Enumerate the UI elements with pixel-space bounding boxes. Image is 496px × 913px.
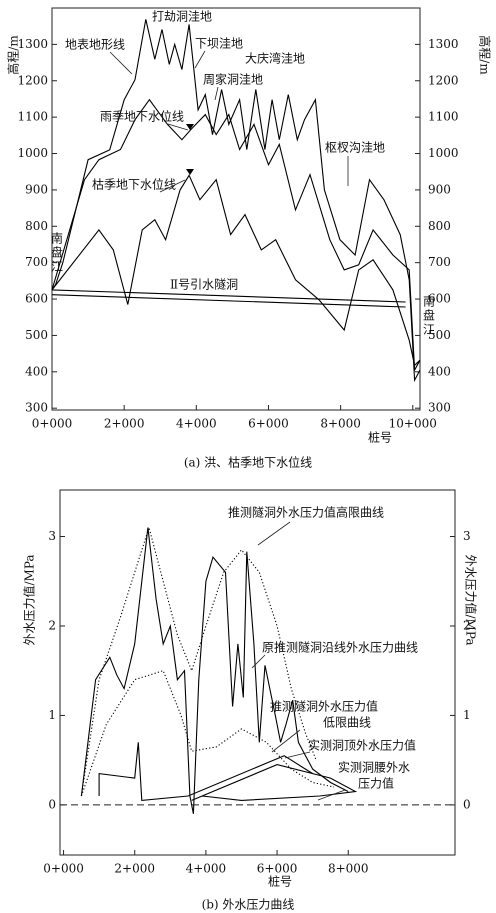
- series-label: 实测洞顶外水压力值: [308, 738, 416, 753]
- x-tick-label: 2+000: [114, 862, 155, 876]
- y-tick-label: 800: [428, 219, 451, 233]
- y-tick-label: 900: [25, 182, 48, 196]
- y-tick-label: 600: [428, 292, 451, 306]
- series-label: 推测隧洞外水压力值: [270, 699, 378, 714]
- series-label: 实测洞腰外水: [338, 760, 410, 775]
- y-tick-label: 300: [428, 401, 451, 415]
- y-tick-label: 700: [428, 255, 451, 269]
- y-tick-label: 900: [428, 182, 451, 196]
- x-tick-label: 8+000: [320, 417, 361, 431]
- x-tick-label: 6+000: [248, 417, 289, 431]
- y-tick-label: 2: [463, 618, 471, 632]
- data-line: [191, 764, 358, 801]
- leader-line: [251, 654, 266, 669]
- x-tick-label: 10+000: [389, 417, 437, 431]
- y-tick-label: 0: [48, 797, 56, 811]
- y-tick-label: 1200: [428, 73, 459, 87]
- x-tick-label: 0+000: [32, 417, 73, 431]
- leader-line: [284, 751, 311, 759]
- annotation: 打劫洞洼地: [152, 10, 212, 24]
- y-tick-label: 300: [25, 401, 48, 415]
- y-tick-label: 1: [463, 708, 471, 722]
- series-label: 原推测隧洞沿线外水压力曲线: [262, 640, 418, 655]
- y-tick-label: 700: [25, 255, 48, 269]
- y-tick-label: 500: [25, 328, 48, 342]
- caption: (b) 外水压力曲线: [202, 898, 295, 912]
- y-tick-label: 600: [25, 292, 48, 306]
- y-tick-label: 400: [25, 364, 48, 378]
- y-tick-label: 800: [25, 219, 48, 233]
- x-tick-label: 2+000: [104, 417, 145, 431]
- y-axis-label: 高程/m: [478, 35, 493, 75]
- y-tick-label: 1100: [17, 110, 48, 124]
- y-tick-label: 500: [428, 328, 451, 342]
- y-tick-label: 1300: [17, 37, 48, 51]
- x-tick-label: 6+000: [257, 862, 298, 876]
- x-tick-label: 4+000: [176, 417, 217, 431]
- y-tick-label: 1200: [17, 73, 48, 87]
- annotation: 大庆湾洼地: [245, 51, 305, 66]
- data-line: [80, 670, 335, 797]
- data-line: [80, 525, 317, 797]
- y-tick-label: 1100: [428, 110, 459, 124]
- caption: (a) 洪、枯季地下水位线: [184, 455, 312, 470]
- plot-frame: [59, 489, 456, 856]
- water-level-marker: [186, 169, 194, 175]
- x-axis-label: 桩号: [368, 430, 392, 445]
- x-tick-label: 8+000: [328, 862, 369, 876]
- leader-line: [167, 123, 189, 131]
- data-line: [51, 294, 406, 308]
- y-axis-label: 外水压力值/MPa: [22, 554, 37, 645]
- y-axis-label: 高程/m: [6, 35, 21, 75]
- series-label: 低限曲线: [323, 716, 371, 730]
- leader-line: [194, 50, 206, 69]
- data-line: [51, 98, 421, 372]
- y-tick-label: 1000: [428, 146, 459, 160]
- data-line: [98, 742, 313, 802]
- data-line: [51, 174, 421, 367]
- y-axis-label: 外水压力值/MPa: [464, 554, 479, 645]
- annotation: 枢杈沟洼地: [325, 140, 385, 155]
- series-label: 压力值: [358, 776, 394, 791]
- y-tick-label: 400: [428, 364, 451, 378]
- y-tick-label: 1000: [17, 146, 48, 160]
- data-line: [51, 19, 421, 383]
- leader-line: [109, 51, 133, 75]
- annotation: 周家洞洼地: [203, 72, 263, 87]
- series-label: Ⅱ号引水隧洞: [170, 277, 238, 292]
- leader-line: [159, 179, 186, 193]
- annotation: 下坝洼地: [195, 37, 243, 51]
- y-tick-label: 3: [48, 529, 56, 543]
- data-line: [51, 289, 406, 303]
- series-label: 枯季地下水位线: [92, 177, 176, 192]
- x-tick-label: 4+000: [186, 862, 227, 876]
- leader-line: [271, 729, 301, 753]
- leader-line: [214, 86, 219, 101]
- y-tick-label: 0: [463, 797, 471, 811]
- series-label: 雨季地下水位线: [100, 109, 184, 124]
- annotation: 南盘江: [50, 231, 64, 274]
- y-tick-label: 1300: [428, 37, 459, 51]
- y-tick-label: 2: [48, 618, 56, 632]
- y-tick-label: 3: [463, 529, 471, 543]
- x-axis-label: 桩号: [268, 874, 292, 889]
- annotation: 南盘江: [422, 294, 436, 337]
- x-tick-label: 0+000: [43, 862, 84, 876]
- leader-line: [317, 789, 346, 801]
- y-tick-label: 1: [48, 708, 56, 722]
- series-label: 地表地形线: [65, 38, 125, 52]
- series-label: 推测隧洞外水压力值高限曲线: [228, 505, 384, 520]
- water-level-marker: [186, 124, 194, 130]
- data-line: [80, 527, 349, 814]
- plot-frame: [51, 7, 421, 411]
- leader-line: [257, 521, 291, 546]
